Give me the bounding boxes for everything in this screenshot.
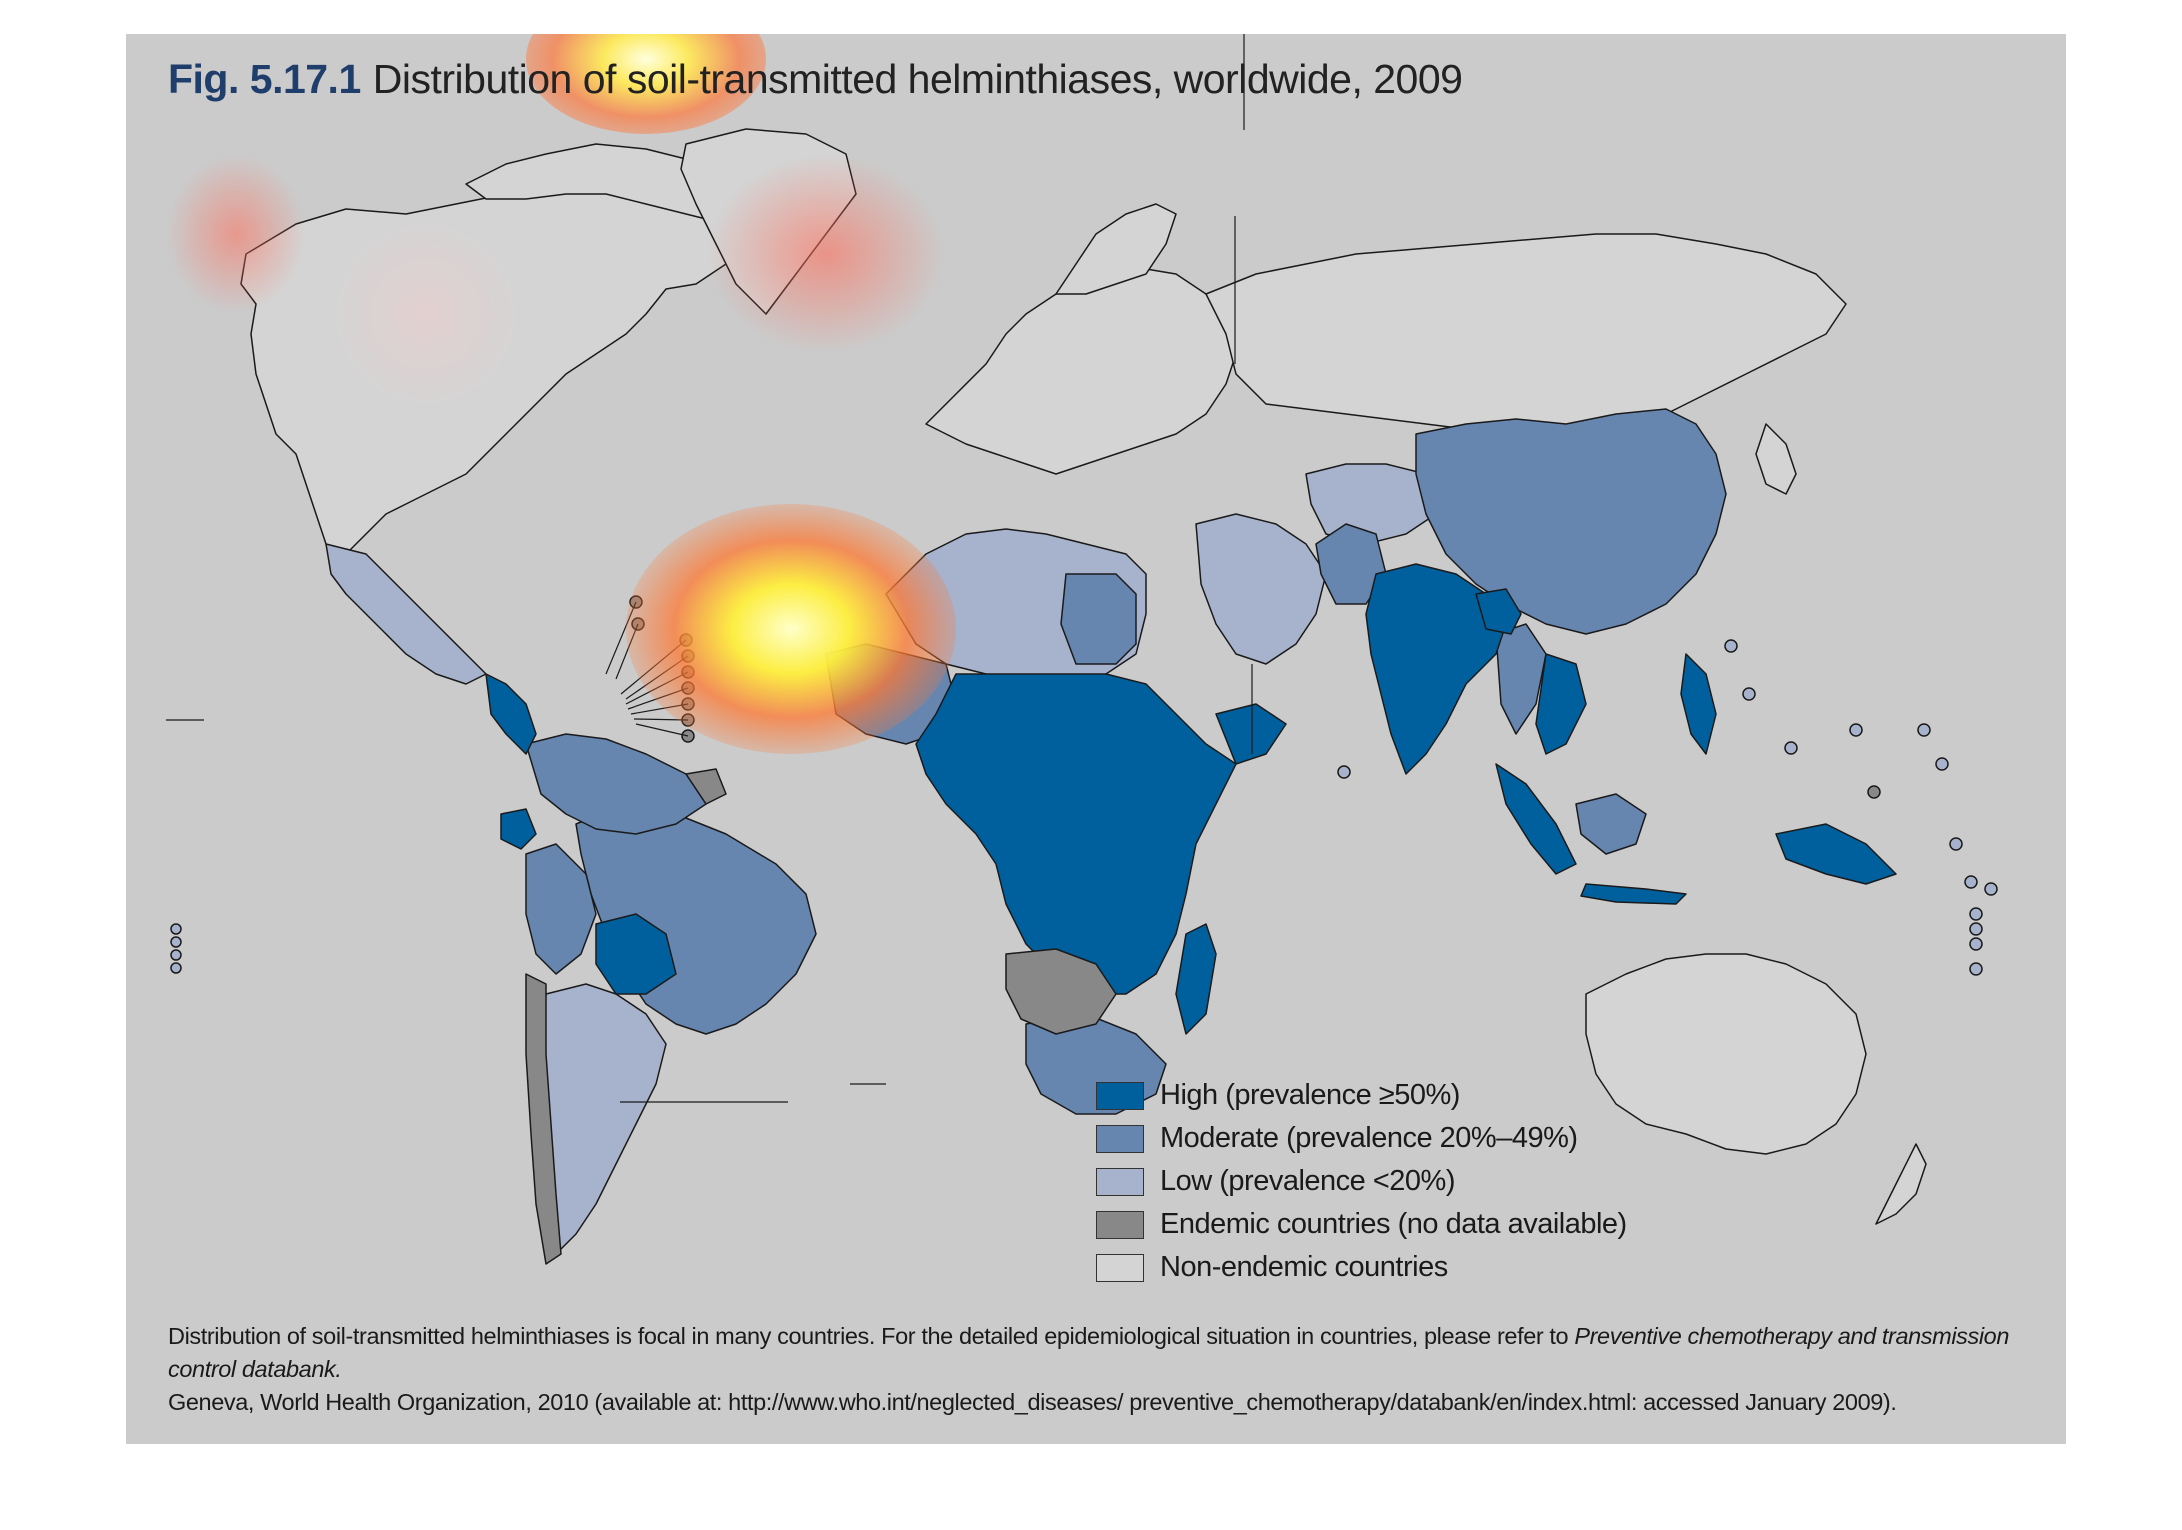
northern-south-america [525, 733, 707, 835]
southern-africa-endemic [1005, 948, 1117, 1035]
legend-label-endemic-no-data: Endemic countries (no data available) [1160, 1208, 1627, 1240]
java [1580, 883, 1687, 905]
legend-item-high: High (prevalence ≥50%) [1096, 1074, 1627, 1117]
caption-text-after: Geneva, World Health Organization, 2010 … [168, 1389, 1897, 1415]
legend-label-non-endemic: Non-endemic countries [1160, 1251, 1448, 1283]
bolivia [595, 913, 677, 995]
indochina-moderate [1495, 623, 1547, 735]
philippines [1680, 653, 1717, 755]
pacific-island-markers [170, 639, 1998, 976]
reference-lines [166, 34, 1253, 1103]
central-america [485, 673, 537, 755]
caribbean-leader-lines [605, 601, 689, 737]
legend-item-endemic-no-data: Endemic countries (no data available) [1096, 1203, 1627, 1246]
egypt [1060, 573, 1137, 665]
mexico [325, 543, 487, 685]
legend-swatch-moderate [1096, 1124, 1144, 1153]
greenland [680, 128, 857, 315]
figure-panel: Fig. 5.17.1 Distribution of soil-transmit… [126, 34, 2066, 1444]
sub-saharan-africa [915, 673, 1237, 995]
indochina-high [1535, 653, 1587, 755]
island-marker [631, 617, 645, 631]
legend-label-moderate: Moderate (prevalence 20%–49%) [1160, 1122, 1578, 1154]
horn-of-africa [1215, 703, 1287, 765]
legend-label-low: Low (prevalence <20%) [1160, 1165, 1455, 1197]
australia [1585, 953, 1867, 1155]
japan [1755, 423, 1797, 495]
middle-east [1195, 513, 1327, 665]
legend-swatch-endemic-no-data [1096, 1210, 1144, 1239]
legend-item-non-endemic: Non-endemic countries [1096, 1246, 1627, 1289]
north-america [240, 178, 737, 555]
peru [525, 843, 597, 975]
legend-item-moderate: Moderate (prevalence 20%–49%) [1096, 1117, 1627, 1160]
bangladesh [1475, 588, 1522, 635]
figure-number: Fig. 5.17.1 [168, 56, 361, 102]
map-legend: High (prevalence ≥50%) Moderate (prevale… [1096, 1074, 1627, 1289]
caption-text-before: Distribution of soil-transmitted helmint… [168, 1323, 1575, 1349]
endemic-island-markers [1867, 785, 1881, 799]
china [1415, 408, 1727, 635]
borneo [1575, 793, 1647, 855]
madagascar [1175, 923, 1217, 1035]
figure-caption: Distribution of soil-transmitted helmint… [168, 1320, 2048, 1419]
endemic-no-data-regions [525, 768, 1117, 1265]
central-asia [1305, 463, 1437, 545]
legend-label-high: High (prevalence ≥50%) [1160, 1079, 1460, 1111]
figure-title-text: Distribution of soil-transmitted helmint… [372, 56, 1463, 102]
scandinavia [1055, 203, 1177, 295]
india [1365, 563, 1507, 775]
ecuador [500, 808, 537, 850]
sumatra [1495, 763, 1577, 875]
caption-databank-title: Preventive chemotherapy and transmission… [168, 1323, 2010, 1382]
legend-item-low: Low (prevalence <20%) [1096, 1160, 1627, 1203]
figure-title: Fig. 5.17.1 Distribution of soil-transmit… [168, 56, 1463, 103]
legend-swatch-non-endemic [1096, 1253, 1144, 1282]
new-guinea [1775, 823, 1897, 885]
chile [525, 973, 562, 1265]
legend-swatch-low [1096, 1167, 1144, 1196]
new-zealand [1875, 1143, 1927, 1225]
high-prevalence-regions [485, 563, 1897, 1035]
guianas [685, 768, 727, 805]
legend-swatch-high [1096, 1081, 1144, 1110]
europe [925, 268, 1237, 475]
russia [1205, 233, 1847, 435]
